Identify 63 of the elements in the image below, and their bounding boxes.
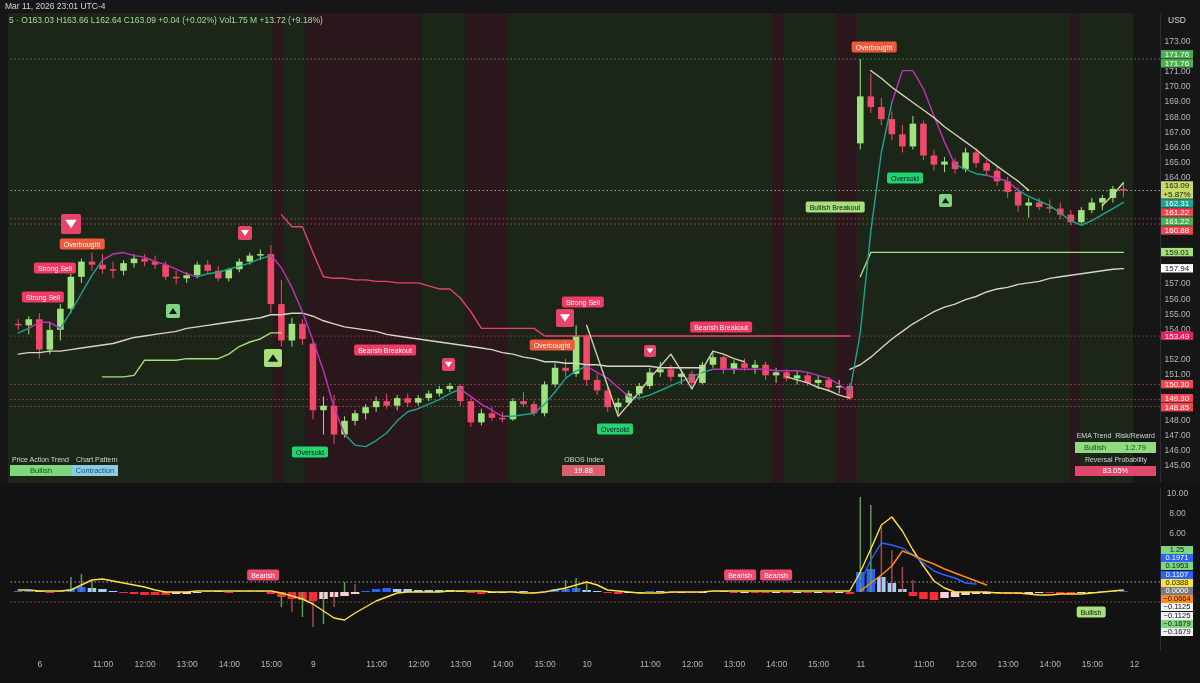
ref-line-label: 153.49 [1164, 331, 1190, 341]
y-tick-label: 170.00 [1164, 81, 1191, 92]
y-tick-label: 173.00 [1164, 35, 1191, 46]
y-tick-label: 171.00 [1164, 66, 1191, 77]
x-tick-label: 15:00 [808, 658, 830, 669]
y-tick-label: 10.00 [1166, 487, 1189, 498]
x-tick-label: 9 [311, 658, 317, 669]
x-tick-label: 15:00 [534, 658, 556, 669]
ref-line-label: 171.76 [1164, 50, 1190, 60]
x-tick-label: 13:00 [450, 658, 472, 669]
x-tick-label: 14:00 [1039, 658, 1062, 669]
y-tick-label: 168.00 [1164, 111, 1191, 122]
x-tick-label: 12 [1129, 658, 1140, 669]
x-tick-label: 6 [37, 658, 43, 669]
x-tick-label: 11:00 [92, 658, 114, 669]
x-tick-label: 14:00 [492, 658, 514, 669]
x-tick-label: 11 [856, 658, 866, 669]
y-tick-label: 8.00 [1169, 507, 1187, 518]
y-tick-label: 169.00 [1164, 96, 1191, 107]
x-tick-label: 12:00 [134, 658, 156, 669]
y-tick-label: 148.00 [1164, 414, 1191, 425]
text: 162.31 [1164, 199, 1190, 209]
x-tick-label: 11:00 [913, 658, 935, 669]
text: 159.01 [1164, 247, 1190, 257]
y-tick-label: 155.00 [1164, 308, 1191, 319]
chart-title: 5 · O163.03 H163.66 L162.64 C163.09 +0.04 (+0.02%) Vol1.75 M +13.72 (+9.18%) [9, 15, 323, 25]
text: 161.22 [1164, 217, 1190, 227]
x-tick-label: 13:00 [997, 658, 1020, 669]
text: 171.76 [1164, 59, 1190, 69]
y-tick-label: 146.00 [1164, 445, 1191, 456]
y-tick-label: 147.00 [1164, 429, 1191, 440]
x-tick-label: 11:00 [366, 658, 388, 669]
y-tick-label: 164.00 [1164, 172, 1191, 183]
x-tick-label: 14:00 [218, 658, 241, 669]
ref-line-label: 161.22 [1164, 208, 1190, 218]
x-tick-label: 12:00 [681, 658, 704, 669]
x-tick-label: 15:00 [260, 658, 283, 669]
y-tick-label: 6.00 [1169, 527, 1187, 538]
y-tick-label: 157.00 [1164, 278, 1191, 289]
y-tick-label: 166.00 [1164, 141, 1191, 152]
ref-line-label: 149.30 [1164, 394, 1190, 404]
ref-line-label: 160.88 [1164, 226, 1190, 236]
y-tick-label: 167.00 [1164, 126, 1191, 137]
x-tick-label: 14:00 [765, 658, 788, 669]
y-tick-label: 165.00 [1164, 157, 1191, 168]
chart-subtitle: Mar 11, 2026 23:01 UTC-4 [5, 1, 106, 11]
ref-line-label: 148.85 [1164, 403, 1190, 413]
x-tick-label: 13:00 [176, 658, 199, 669]
ref-line-label: 150.30 [1164, 379, 1190, 389]
x-tick-label: 11:00 [639, 658, 661, 669]
y-tick-label: 154.00 [1164, 323, 1191, 334]
text: 157.94 [1164, 264, 1190, 274]
x-tick-label: 13:00 [723, 658, 746, 669]
y-tick-label: 151.00 [1164, 369, 1191, 380]
x-tick-label: 15:00 [1081, 658, 1104, 669]
y-axis-title: USD [1168, 15, 1186, 25]
x-tick-label: 10 [582, 658, 593, 669]
x-tick-label: 12:00 [408, 658, 430, 669]
y-tick-label: 145.00 [1164, 460, 1191, 471]
x-tick-label: 12:00 [955, 658, 977, 669]
y-tick-label: 156.00 [1164, 293, 1191, 304]
y-tick-label: 152.00 [1164, 354, 1191, 365]
ref-line-label: 163.09 +5.87% [1163, 181, 1191, 200]
